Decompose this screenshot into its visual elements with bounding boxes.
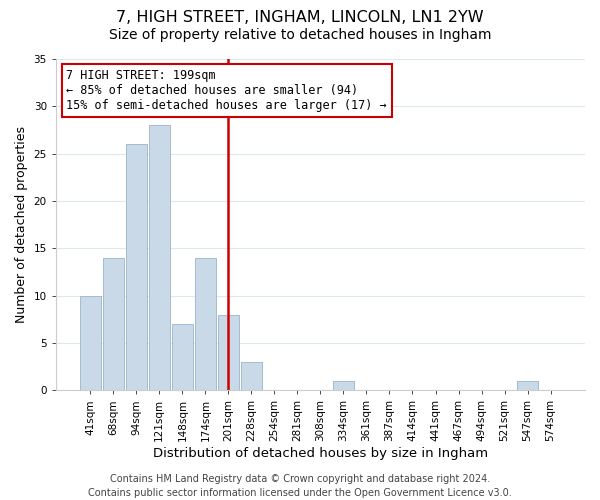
- Bar: [333, 381, 354, 390]
- X-axis label: Distribution of detached houses by size in Ingham: Distribution of detached houses by size …: [153, 447, 488, 460]
- Y-axis label: Number of detached properties: Number of detached properties: [15, 126, 28, 323]
- Bar: [172, 324, 193, 390]
- Text: 7, HIGH STREET, INGHAM, LINCOLN, LN1 2YW: 7, HIGH STREET, INGHAM, LINCOLN, LN1 2YW: [116, 10, 484, 25]
- Bar: [517, 381, 538, 390]
- Bar: [80, 296, 101, 390]
- Bar: [103, 258, 124, 390]
- Bar: [218, 314, 239, 390]
- Bar: [241, 362, 262, 390]
- Bar: [126, 144, 146, 390]
- Text: 7 HIGH STREET: 199sqm
← 85% of detached houses are smaller (94)
15% of semi-deta: 7 HIGH STREET: 199sqm ← 85% of detached …: [67, 69, 387, 112]
- Bar: [195, 258, 215, 390]
- Bar: [149, 126, 170, 390]
- Text: Contains HM Land Registry data © Crown copyright and database right 2024.
Contai: Contains HM Land Registry data © Crown c…: [88, 474, 512, 498]
- Text: Size of property relative to detached houses in Ingham: Size of property relative to detached ho…: [109, 28, 491, 42]
